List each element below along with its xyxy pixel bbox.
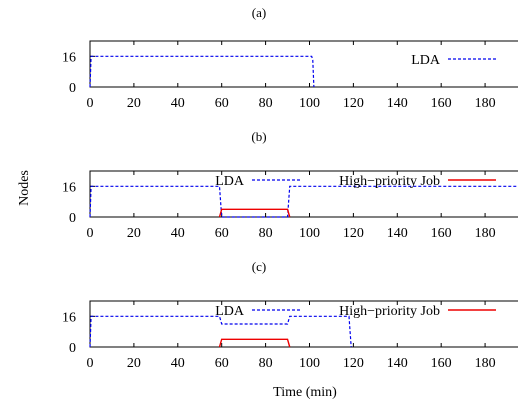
x-tick-label: 100: [299, 226, 320, 241]
x-tick-label: 120: [343, 96, 364, 111]
panel-1: (a) 0 20 40 60 80 100 120 140 160 180 0 16 LDA: [62, 5, 518, 111]
plot-frame: [89, 40, 518, 88]
x-tick-label: 120: [343, 226, 364, 241]
x-tick-label: 40: [171, 356, 185, 371]
legend-label: High−priority Job: [339, 174, 440, 189]
x-tick-label: 0: [87, 226, 94, 241]
x-tick-label: 160: [431, 226, 452, 241]
legend-label: LDA: [411, 53, 441, 68]
x-tick-label: 80: [259, 356, 273, 371]
x-tick-label: 20: [127, 226, 141, 241]
series-line-lda: [89, 55, 315, 88]
x-tick-label: 180: [475, 356, 496, 371]
x-tick-label: 120: [343, 356, 364, 371]
x-tick-label: 40: [171, 96, 185, 111]
y-tick-label: 16: [62, 180, 76, 195]
panel-3: (c) 0 20 40 60 80 100 120 140 160 180 0 16 LDA High−pr…: [62, 259, 518, 371]
y-axis-label: Nodes: [17, 170, 32, 206]
panel-label: (b): [251, 129, 266, 144]
x-tick-label: 20: [127, 96, 141, 111]
x-tick-label: 180: [475, 226, 496, 241]
x-tick-label: 100: [299, 356, 320, 371]
x-tick-label: 60: [215, 96, 229, 111]
x-tick-label: 180: [475, 96, 496, 111]
plot-frame: [89, 170, 518, 218]
x-tick-label: 100: [299, 96, 320, 111]
legend-label: LDA: [215, 174, 245, 189]
y-tick-label: 16: [62, 310, 76, 325]
x-axis-label: Time (min): [273, 385, 337, 400]
plot-frame: [89, 300, 518, 348]
series-line-lda: [89, 185, 518, 218]
x-tick-label: 60: [215, 356, 229, 371]
x-tick-label: 140: [387, 356, 408, 371]
y-tick-label: 0: [69, 341, 76, 356]
x-tick-label: 140: [387, 226, 408, 241]
series-line-high-priority-job: [218, 208, 291, 218]
x-tick-label: 80: [259, 96, 273, 111]
x-tick-label: 160: [431, 96, 452, 111]
x-tick-label: 40: [171, 226, 185, 241]
legend-label: High−priority Job: [339, 304, 440, 319]
panel-label: (c): [252, 259, 266, 274]
x-tick-label: 20: [127, 356, 141, 371]
panel-label: (a): [252, 5, 266, 20]
y-tick-label: 16: [62, 50, 76, 65]
x-tick-label: 140: [387, 96, 408, 111]
x-tick-label: 160: [431, 356, 452, 371]
series-line-high-priority-job: [218, 338, 291, 348]
x-tick-label: 60: [215, 226, 229, 241]
x-tick-label: 0: [87, 96, 94, 111]
legend-label: LDA: [215, 304, 245, 319]
y-tick-label: 0: [69, 81, 76, 96]
series-line-lda: [89, 315, 352, 348]
x-tick-label: 80: [259, 226, 273, 241]
y-tick-label: 0: [69, 211, 76, 226]
panel-2: (b) 0 20 40 60 80 100 120 140 160 180 0 16 LDA High−pr…: [62, 129, 518, 241]
x-tick-label: 0: [87, 356, 94, 371]
